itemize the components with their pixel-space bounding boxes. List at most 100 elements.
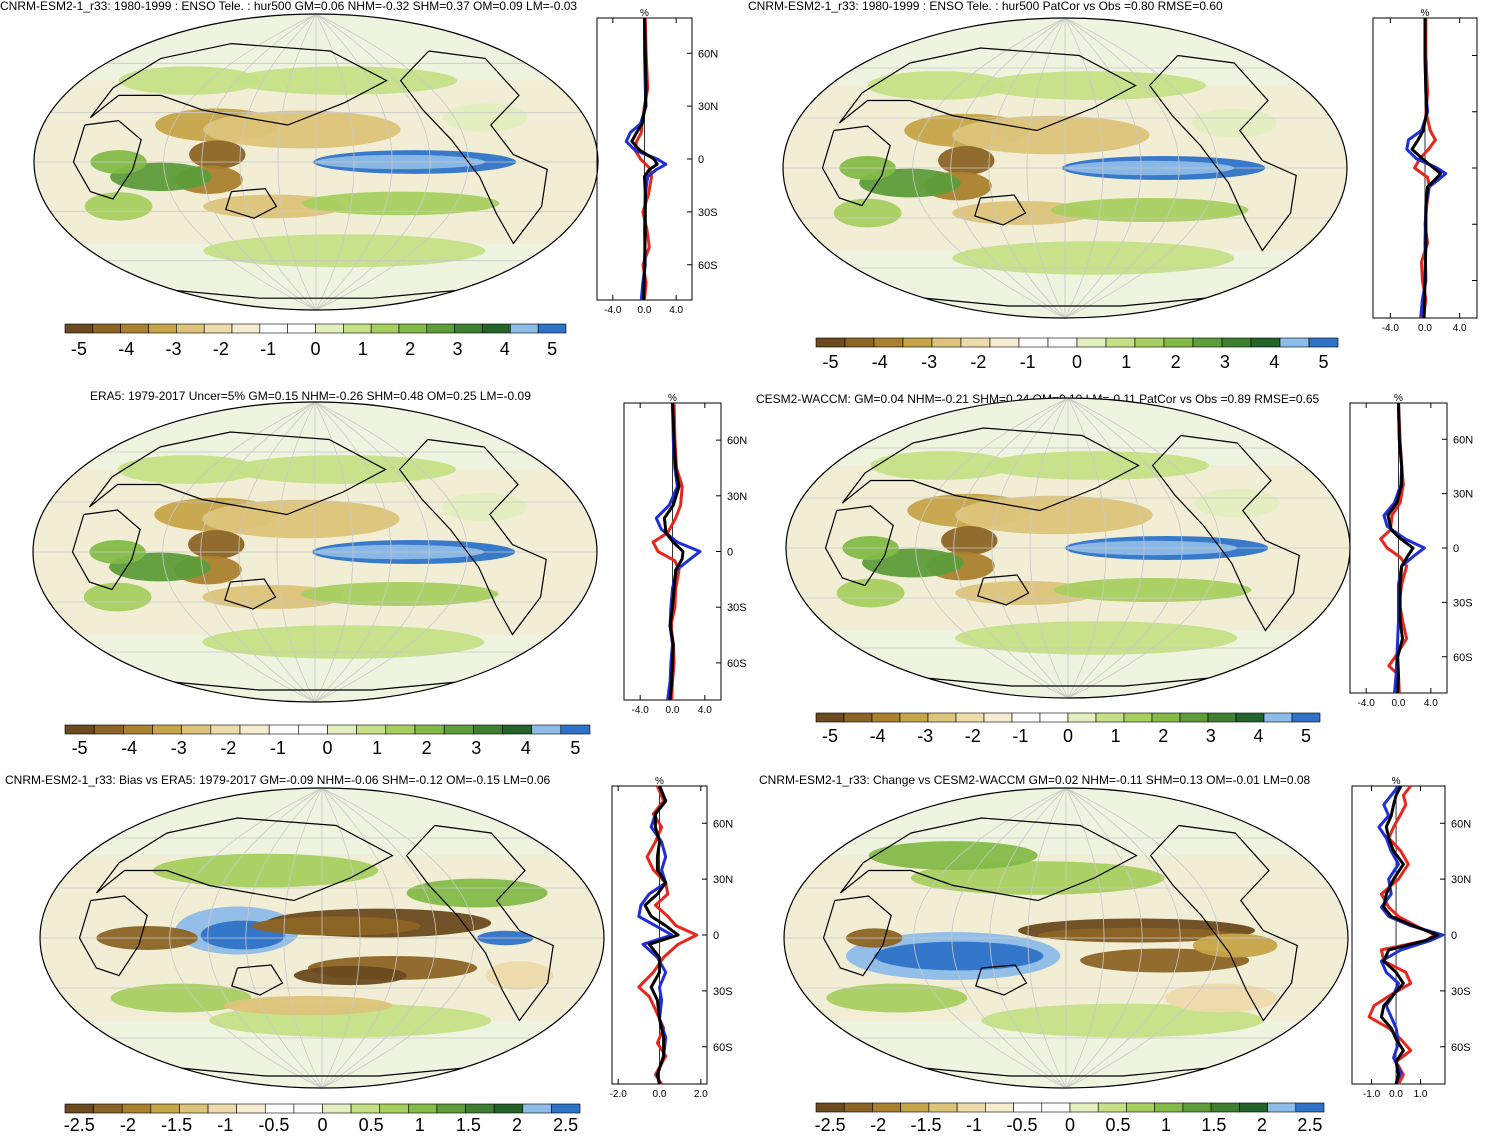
colorbar-tick-label: 2 xyxy=(1257,1115,1267,1135)
profile-x-tick-label: 4.0 xyxy=(1424,698,1438,709)
longitude-gridline xyxy=(200,402,316,702)
coastline xyxy=(145,678,485,691)
colorbar-tick-label: -2 xyxy=(870,1115,886,1135)
colorbar-swatch xyxy=(121,1103,152,1114)
anomaly-region xyxy=(110,983,252,1013)
colorbar-tick-label: 1 xyxy=(415,1115,425,1135)
profile-x-tick-label: -4.0 xyxy=(1382,323,1400,334)
colorbar-swatch xyxy=(1047,337,1078,348)
coastline xyxy=(95,817,394,902)
anomaly-region xyxy=(836,578,905,608)
colorbar-tick-label: 0 xyxy=(310,339,320,359)
longitude-gridline xyxy=(162,402,316,702)
zonal-profile: % 60N 30N 0 30S 60S -1.0 0.0 1.0 xyxy=(1351,776,1471,1100)
colorbar-swatch xyxy=(207,1103,237,1114)
profile-y-tick-label: 0 xyxy=(727,547,733,559)
anomaly-region xyxy=(485,961,554,990)
colorbar-swatch xyxy=(181,724,212,735)
longitude-gridline xyxy=(1067,398,1183,698)
colorbar-tick-label: -2.5 xyxy=(64,1115,95,1135)
panel-title: CNRM-ESM2-1_r33: Bias vs ERA5: 1979-2017… xyxy=(5,773,551,787)
longitude-gridline xyxy=(207,788,323,1088)
profile-line-red xyxy=(651,402,684,701)
anomaly-region xyxy=(955,495,1153,535)
colorbar-tick-label: 1 xyxy=(1121,352,1131,372)
longitude-gridline xyxy=(276,402,316,702)
colorbar-swatch xyxy=(293,1103,323,1114)
colorbar-swatch xyxy=(843,712,873,723)
colorbar-swatch xyxy=(1069,1102,1099,1113)
colorbar-swatch xyxy=(343,323,372,334)
colorbar-swatch xyxy=(989,337,1020,348)
anomaly-region xyxy=(1050,198,1249,222)
anomaly-region xyxy=(955,621,1238,655)
anomaly-region xyxy=(189,140,246,169)
colorbar-tick-label: 1 xyxy=(358,339,368,359)
coastline xyxy=(89,42,388,126)
colorbar-swatch xyxy=(264,1103,295,1114)
anomaly-region xyxy=(301,191,500,216)
profile-y-tick-label: 30S xyxy=(1453,597,1473,609)
colorbar-swatch xyxy=(1207,712,1237,723)
colorbar-tick-label: -3 xyxy=(917,726,933,746)
colorbar-tick-label: -5 xyxy=(72,738,88,758)
colorbar-swatch xyxy=(956,1102,986,1113)
panel-1: CNRM-ESM2-1_r33: 1980-1999 : ENSO Tele. … xyxy=(0,0,718,359)
colorbar-swatch xyxy=(873,337,904,348)
colorbar-swatch xyxy=(436,1103,466,1114)
colorbar-swatch xyxy=(350,1103,381,1114)
colorbar-swatch xyxy=(844,337,875,348)
coastline xyxy=(72,119,142,200)
longitude-gridline xyxy=(1065,788,1143,1088)
coastline xyxy=(838,47,1137,132)
profile-x-tick-label: 4.0 xyxy=(669,305,683,316)
colorbar-swatch xyxy=(843,1102,873,1113)
anomaly-region xyxy=(293,965,407,986)
panel-5: CNRM-ESM2-1_r33: Bias vs ERA5: 1979-2017… xyxy=(5,773,733,1135)
colorbar-tick-label: 0 xyxy=(1072,352,1082,372)
map-border xyxy=(782,17,1348,319)
colorbar: -2.5 -2 -1.5 -1 -0.5 0 0.5 1 1.5 2 2.5 xyxy=(815,1102,1325,1135)
colorbar-tick-label: 2 xyxy=(512,1115,522,1135)
colorbar-tick-label: 0.5 xyxy=(1105,1115,1130,1135)
colorbar-swatch xyxy=(1239,1102,1268,1113)
colorbar-tick-label: -1 xyxy=(260,339,276,359)
profile-x-tick-label: 0.0 xyxy=(653,1089,667,1100)
profile-x-tick-label: -4.0 xyxy=(1358,698,1376,709)
anomaly-region xyxy=(1080,948,1250,973)
coastline xyxy=(898,674,1238,687)
profile-unit-label: % xyxy=(1394,393,1403,404)
anomaly-region xyxy=(1037,927,1236,943)
profile-y-tick-label: 60N xyxy=(727,435,747,447)
profile-y-tick-label: 60S xyxy=(698,260,718,272)
colorbar-swatch xyxy=(426,323,455,334)
coastline xyxy=(896,1064,1236,1077)
colorbar-tick-label: -3 xyxy=(171,738,187,758)
colorbar-tick-label: 2.5 xyxy=(553,1115,578,1135)
longitude-gridline xyxy=(238,402,316,702)
coastline xyxy=(1148,54,1297,252)
colorbar-tick-label: -4 xyxy=(872,352,888,372)
anomaly-region xyxy=(1164,983,1278,1013)
profile-y-tick-label: 60S xyxy=(1453,652,1473,664)
profile-unit-label: % xyxy=(655,776,664,787)
anomaly-region xyxy=(406,878,548,908)
colorbar-tick-label: 5 xyxy=(1301,726,1311,746)
colorbar-swatch xyxy=(531,724,562,735)
map-border xyxy=(783,787,1349,1089)
anomaly-region xyxy=(1192,933,1278,958)
profile-line-black xyxy=(1379,785,1440,1085)
anomaly-region xyxy=(223,995,393,1016)
colorbar-swatch xyxy=(510,323,539,334)
colorbar-tick-label: 2 xyxy=(1158,726,1168,746)
longitude-gridline xyxy=(951,788,1067,1088)
coastline xyxy=(1149,824,1298,1022)
profile-y-tick-label: 30S xyxy=(1451,986,1471,998)
colorbar-tick-label: -1.5 xyxy=(911,1115,942,1135)
colorbar-swatch xyxy=(1011,712,1041,723)
colorbar-swatch xyxy=(1018,337,1049,348)
colorbar-tick-label: -0.5 xyxy=(258,1115,289,1135)
longitude-gridline xyxy=(1064,18,1180,318)
colorbar-swatch xyxy=(899,712,929,723)
colorbar-swatch xyxy=(123,724,153,735)
